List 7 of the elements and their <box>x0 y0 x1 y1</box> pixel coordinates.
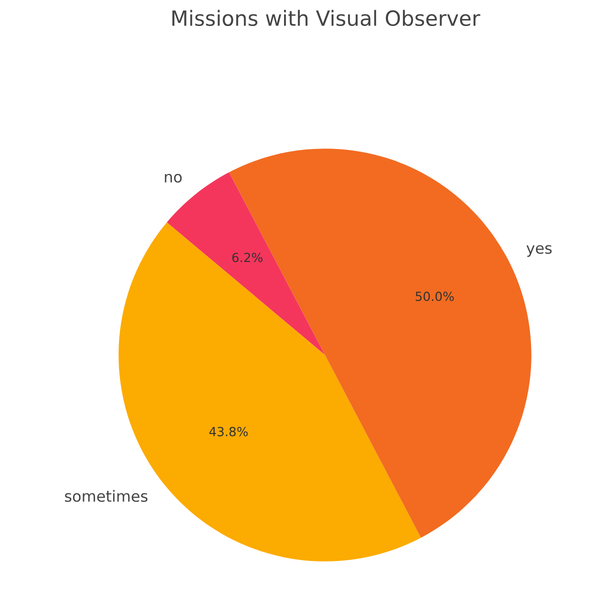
slice-label: yes <box>526 245 552 257</box>
data-label: 50.0% <box>416 292 454 302</box>
data-label: 43.8% <box>209 426 248 436</box>
slice-label: sometimes <box>64 490 148 502</box>
data-label: 6.2% <box>232 252 262 262</box>
chart-title: Missions with Visual Observer <box>172 10 480 26</box>
slice-label: no <box>164 174 182 183</box>
